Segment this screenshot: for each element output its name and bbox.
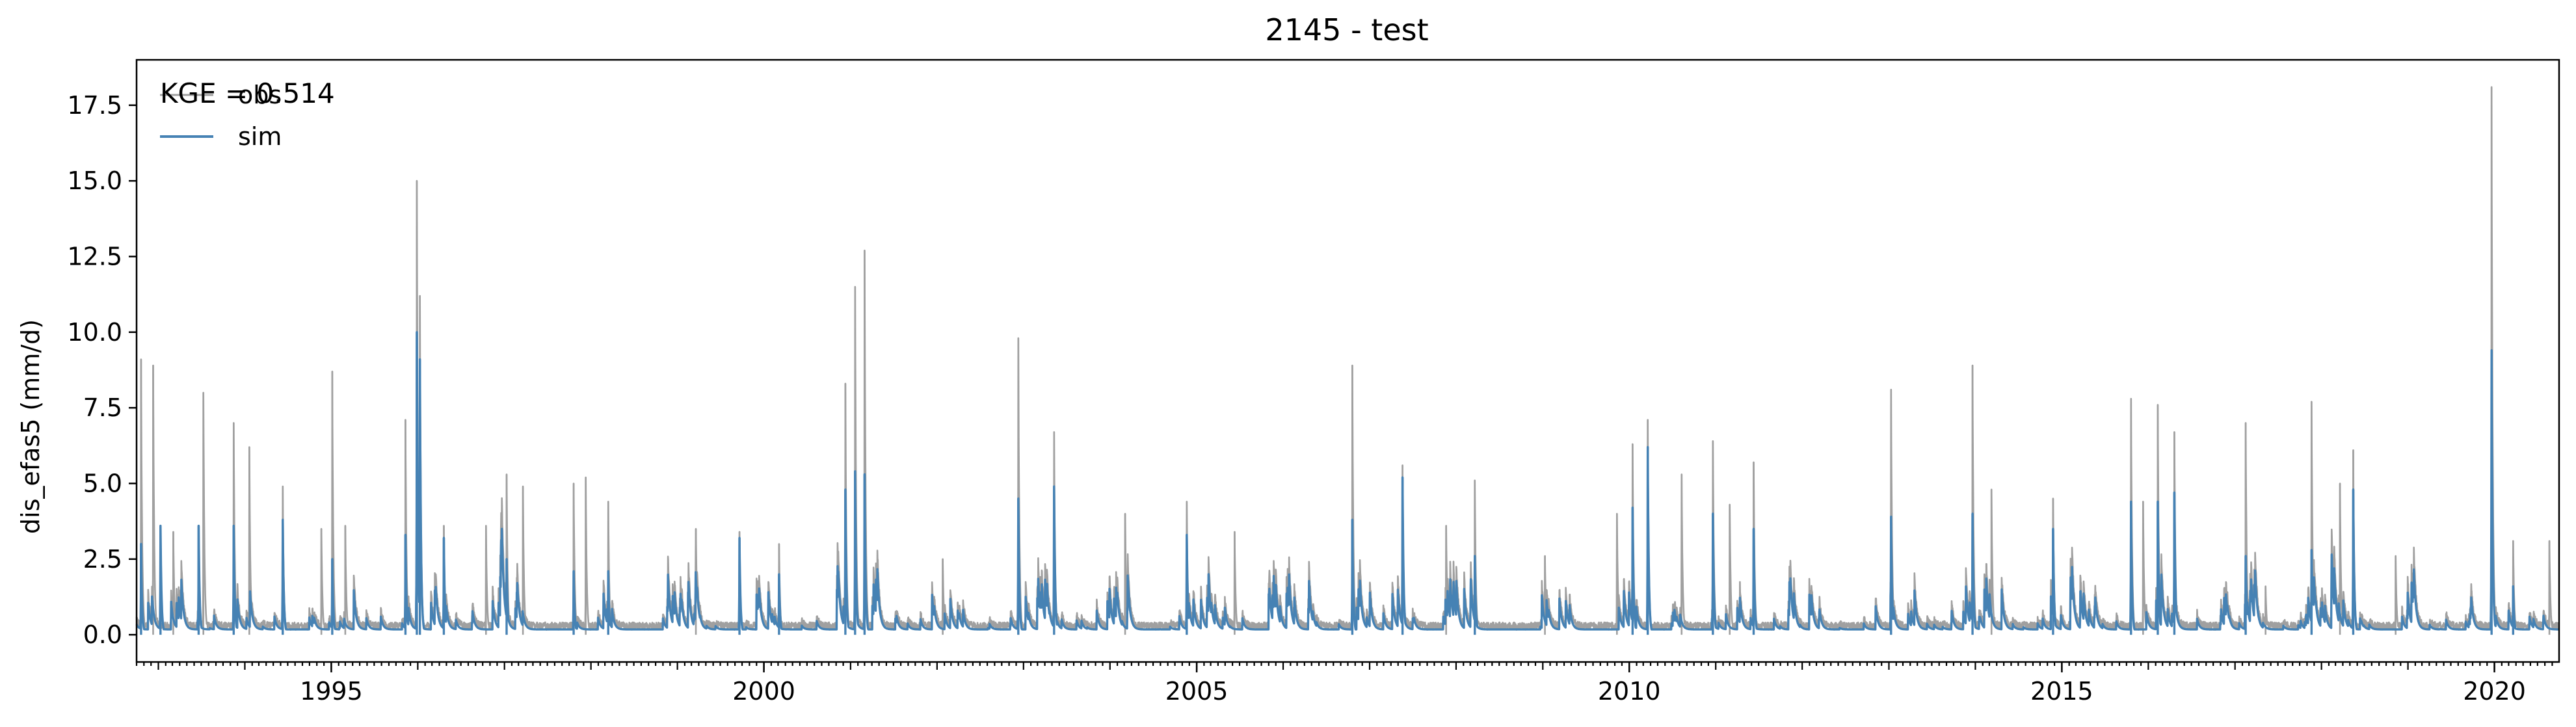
y-tick-label: 5.0 <box>83 469 122 497</box>
y-tick-label: 17.5 <box>67 91 122 120</box>
y-tick-label: 2.5 <box>83 545 122 574</box>
sim-line <box>135 331 2560 631</box>
legend: obs sim <box>160 81 282 151</box>
legend-label-obs: obs <box>238 81 282 109</box>
y-tick-label: 0.0 <box>83 620 122 649</box>
y-axis: 0.0 2.5 5.0 7.5 10.0 12.5 15.0 17.5 <box>67 91 137 649</box>
chart-title: 2145 - test <box>1265 12 1428 47</box>
x-tick-label: 2015 <box>2030 677 2093 706</box>
y-tick-label: 10.0 <box>67 318 122 347</box>
x-axis: 1995 2000 2005 2010 2015 2020 <box>135 662 2553 706</box>
y-tick-label: 15.0 <box>67 166 122 195</box>
kge-annotation: KGE = 0.514 <box>160 77 335 109</box>
x-tick-label: 2010 <box>1598 677 1661 706</box>
x-tick-label: 2000 <box>732 677 795 706</box>
legend-label-sim: sim <box>238 122 282 151</box>
plot-area <box>135 86 2560 635</box>
y-tick-label: 12.5 <box>67 242 122 271</box>
x-tick-label: 2020 <box>2463 677 2526 706</box>
x-tick-label: 2005 <box>1165 677 1228 706</box>
y-axis-label: dis_efas5 (mm/d) <box>16 319 45 534</box>
series-sim <box>135 331 2560 635</box>
y-tick-label: 7.5 <box>83 393 122 422</box>
x-tick-label: 1995 <box>300 677 363 706</box>
